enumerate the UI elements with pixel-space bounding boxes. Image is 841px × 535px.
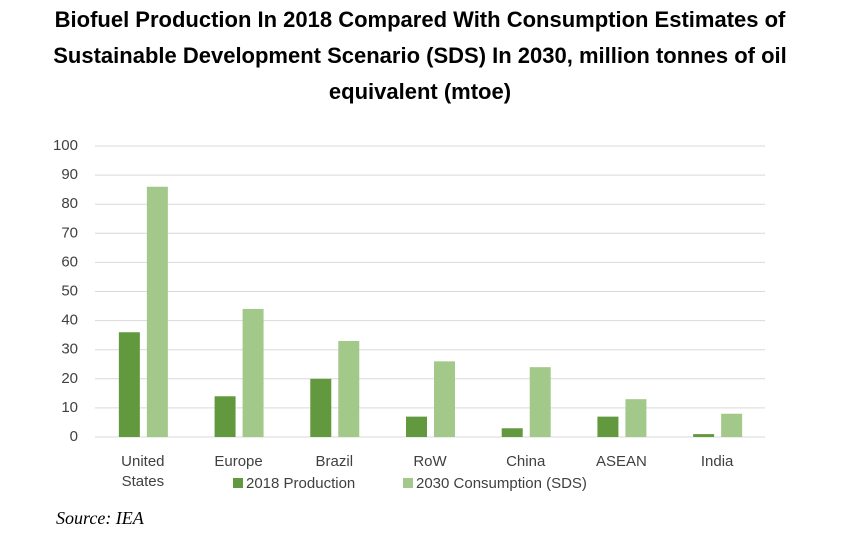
legend-swatch — [233, 478, 243, 488]
bar — [146, 186, 168, 437]
y-tick-label: 70 — [61, 224, 78, 241]
x-tick-label: China — [506, 453, 546, 470]
bar — [338, 340, 360, 437]
y-tick-label: 50 — [61, 282, 78, 299]
bar — [310, 378, 332, 437]
x-tick-label: India — [700, 453, 734, 470]
x-tick-label: ASEAN — [595, 453, 647, 470]
x-tick-label: Europe — [214, 453, 263, 470]
legend-label: 2018 Production — [246, 475, 355, 492]
bar — [434, 361, 455, 437]
y-tick-label: 100 — [53, 137, 78, 154]
y-tick-label: 80 — [61, 195, 78, 212]
source: Source: IEA — [56, 508, 144, 528]
bar — [693, 434, 715, 437]
bar — [625, 399, 647, 437]
bar — [597, 416, 619, 437]
legend-label: 2030 Consumption (SDS) — [416, 475, 587, 492]
y-tick-label: 0 — [70, 428, 78, 445]
y-tick-label: 20 — [61, 370, 78, 387]
bar — [721, 413, 743, 437]
chart-title: Biofuel Production In 2018 Compared With… — [53, 7, 787, 104]
bar — [501, 428, 523, 437]
bar — [118, 332, 140, 437]
x-tick-label: United States — [121, 453, 165, 490]
y-tick-label: 60 — [61, 253, 78, 270]
bar — [406, 416, 427, 437]
y-tick-label: 30 — [61, 341, 78, 358]
bar — [529, 367, 551, 437]
y-tick-label: 10 — [61, 399, 78, 416]
y-tick-label: 90 — [61, 166, 78, 183]
y-tick-label: 40 — [61, 312, 78, 329]
bar — [242, 308, 264, 437]
x-tick-label: Brazil — [315, 453, 354, 470]
x-tick-label: RoW — [413, 453, 447, 470]
legend-swatch — [403, 478, 413, 488]
bar — [214, 396, 236, 437]
